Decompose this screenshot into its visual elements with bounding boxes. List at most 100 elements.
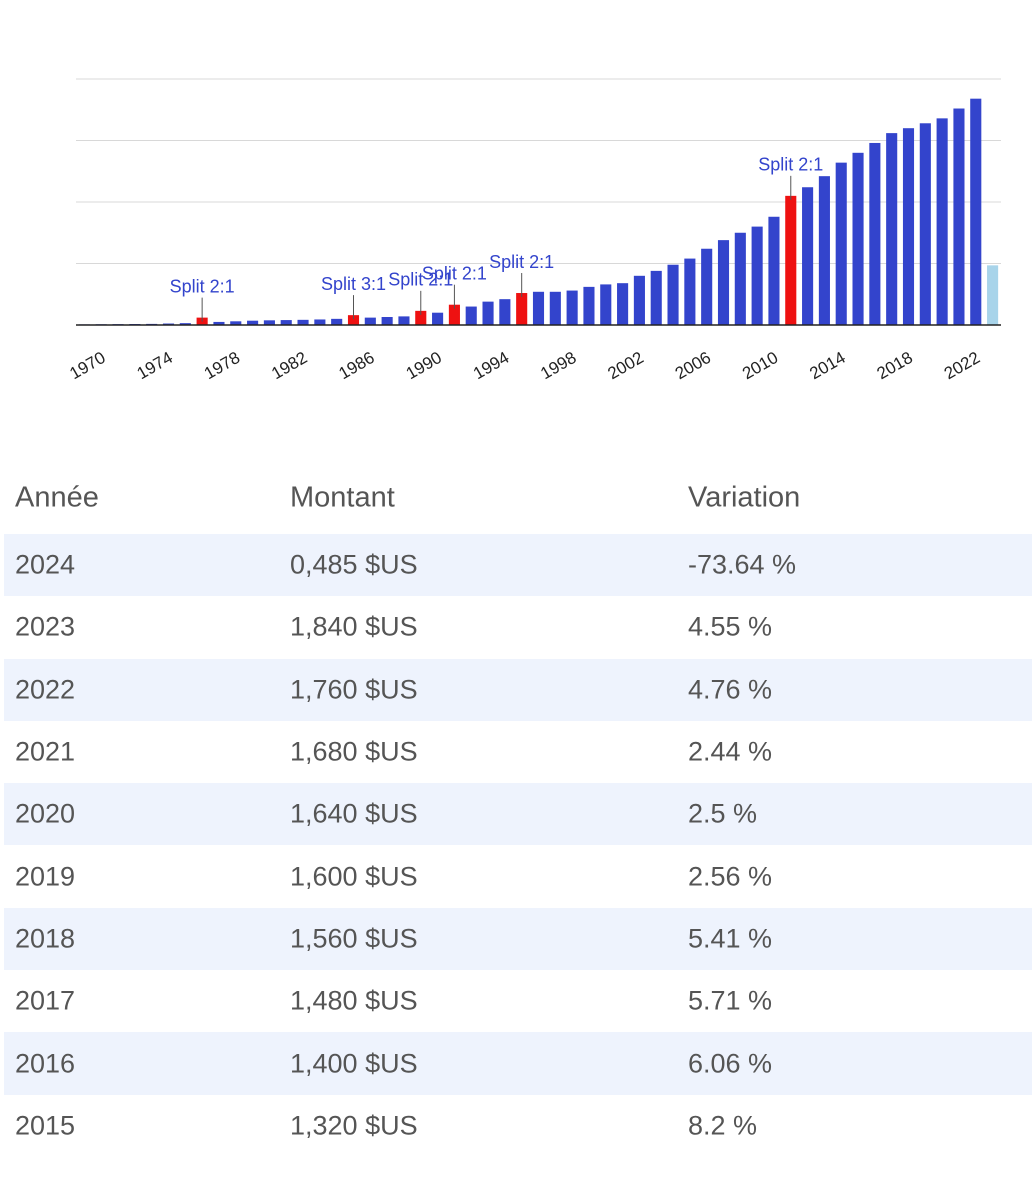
table-cell: 2023: [15, 611, 76, 642]
x-tick-label: 1986: [335, 348, 377, 383]
table-cell: 2.5 %: [688, 798, 758, 829]
annotation: Split 2:1: [489, 252, 554, 272]
bar: [549, 291, 561, 325]
bar: [415, 310, 427, 325]
table-cell: 1,840 $US: [290, 611, 418, 642]
bar: [667, 264, 679, 325]
table-cell: 1,680 $US: [290, 736, 418, 767]
bar: [432, 312, 444, 325]
bar: [902, 128, 915, 325]
table-cell: 2020: [15, 798, 76, 829]
bar: [381, 317, 393, 325]
bar: [448, 304, 460, 325]
bar: [314, 319, 326, 325]
table-cell: 2.56 %: [688, 861, 773, 892]
bar: [583, 286, 595, 325]
bar: [179, 323, 191, 325]
bar: [247, 320, 259, 325]
bar: [633, 275, 645, 325]
bar: [364, 317, 376, 325]
table-row: 2023 1,840 $US 4.55 %: [4, 596, 1032, 658]
table-cell: 2015: [15, 1110, 76, 1141]
bar: [734, 232, 746, 325]
table-row: 2019 1,600 $US 2.56 %: [4, 845, 1032, 907]
x-tick-label: 1990: [403, 348, 445, 383]
table-cell: 5.41 %: [688, 923, 773, 954]
table-cell: 1,760 $US: [290, 674, 418, 705]
x-tick-label: 2002: [605, 348, 647, 383]
bar: [684, 258, 696, 325]
x-tick-label: 2014: [806, 348, 848, 383]
table-cell: 2024: [15, 549, 76, 580]
bar: [852, 152, 864, 325]
x-tick-label: 2010: [739, 348, 781, 383]
bar: [717, 240, 730, 325]
table-cell: 4.76 %: [688, 674, 773, 705]
bar: [768, 216, 780, 325]
dividend-table: Année Montant Variation 2024 0,485 $US -73.64…: [4, 462, 1032, 1157]
bar: [280, 320, 292, 325]
table-cell: 8.2 %: [688, 1110, 758, 1141]
annotation: Split 2:1: [388, 270, 453, 290]
annotation: Split 2:1: [422, 263, 487, 283]
bar: [785, 195, 797, 325]
bar: [230, 321, 242, 325]
bar: [600, 284, 612, 325]
bar: [751, 226, 763, 325]
bar: [213, 321, 225, 325]
header-cell: Variation: [688, 481, 801, 514]
bar: [701, 248, 713, 325]
bar: [347, 315, 360, 325]
x-tick-label: 1978: [201, 348, 243, 383]
x-tick-label: 1994: [470, 348, 512, 383]
bar: [953, 108, 965, 326]
table-cell: 2019: [15, 861, 76, 892]
table-cell: 2021: [15, 736, 76, 767]
bar: [566, 290, 578, 325]
bar: [919, 123, 931, 325]
annotation: Split 2:1: [170, 276, 235, 296]
x-tick-label: 1974: [134, 348, 176, 383]
table-row: 2021 1,680 $US 2.44 %: [4, 721, 1032, 783]
table-row: 2022 1,760 $US 4.76 %: [4, 658, 1032, 721]
table-row: 2020 1,640 $US 2.5 %: [4, 783, 1032, 846]
bar: [970, 98, 982, 326]
bar: [398, 316, 410, 325]
x-tick-label: 1982: [268, 348, 310, 383]
bar: [499, 299, 511, 325]
table-cell: 5.71 %: [688, 985, 773, 1016]
bar: [532, 291, 545, 325]
header-cell: Année: [15, 481, 99, 514]
bar: [869, 142, 881, 325]
bar: [482, 301, 494, 325]
table-row: 2016 1,400 $US 6.06 %: [4, 1032, 1032, 1095]
bar: [835, 162, 847, 325]
table-cell: 2022: [15, 674, 76, 705]
bar: [331, 318, 343, 325]
x-tick-label: 2006: [672, 348, 714, 383]
x-tick-label: 2022: [941, 348, 983, 383]
bar: [802, 187, 814, 325]
table-cell: 4.55 %: [688, 611, 773, 642]
annotation: Split 2:1: [758, 155, 823, 175]
table-row: 2018 1,560 $US 5.41 %: [4, 907, 1032, 971]
table-cell: 1,480 $US: [290, 985, 418, 1016]
bar: [263, 320, 275, 325]
bar: [650, 270, 662, 325]
table-cell: 1,600 $US: [290, 861, 418, 892]
x-tick-label: 1998: [537, 348, 579, 383]
table-cell: 2017: [15, 985, 76, 1016]
bar: [617, 283, 629, 325]
bar: [936, 118, 948, 325]
x-tick-label: 2018: [874, 348, 916, 383]
annotation: Split 3:1: [321, 274, 386, 294]
table-cell: 0,485 $US: [290, 549, 418, 580]
table-cell: 6.06 %: [688, 1048, 773, 1079]
table-cell: 2018: [15, 923, 76, 954]
bar: [297, 319, 309, 325]
table-cell: 2016: [15, 1048, 76, 1079]
table-row: 2015 1,320 $US 8.2 %: [4, 1095, 1032, 1157]
table-cell: 1,560 $US: [290, 923, 418, 954]
bar: [886, 133, 898, 325]
